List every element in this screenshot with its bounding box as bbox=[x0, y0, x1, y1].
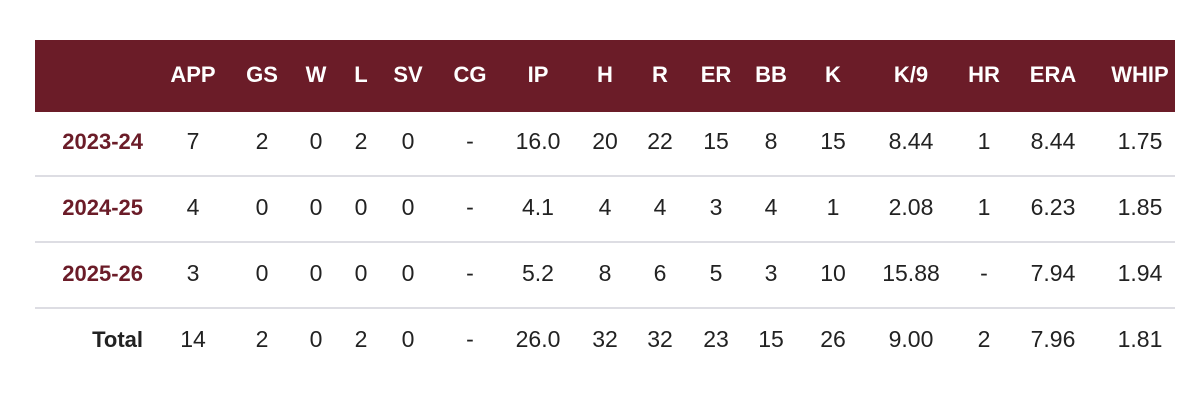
column-header: BB bbox=[755, 62, 787, 87]
column-header: HR bbox=[968, 62, 1000, 87]
table-cell: 1.75 bbox=[1118, 128, 1163, 154]
table-cell: 2 bbox=[355, 326, 368, 352]
table-cell: 1.94 bbox=[1118, 260, 1163, 286]
table-cell: 3 bbox=[187, 260, 200, 286]
column-header: CG bbox=[454, 62, 487, 87]
table-cell: - bbox=[466, 194, 474, 220]
table-cell: 3 bbox=[765, 260, 778, 286]
column-header: W bbox=[306, 62, 327, 87]
table-cell: 32 bbox=[592, 326, 618, 352]
header-band bbox=[35, 40, 1175, 112]
table-cell: 0 bbox=[256, 260, 269, 286]
table-cell: 8 bbox=[765, 128, 778, 154]
table-cell: 0 bbox=[256, 194, 269, 220]
table-cell: 2 bbox=[256, 128, 269, 154]
column-header: L bbox=[354, 62, 367, 87]
column-header: APP bbox=[170, 62, 215, 87]
column-header: H bbox=[597, 62, 613, 87]
table-cell: - bbox=[466, 326, 474, 352]
table-cell: 6 bbox=[654, 260, 667, 286]
table-cell: 6.23 bbox=[1031, 194, 1076, 220]
table-cell: 5.2 bbox=[522, 260, 554, 286]
table-cell: 20 bbox=[592, 128, 618, 154]
table-cell: 4.1 bbox=[522, 194, 554, 220]
table-cell: 1 bbox=[978, 128, 991, 154]
table-cell: 7.94 bbox=[1031, 260, 1076, 286]
table-cell: 4 bbox=[599, 194, 612, 220]
table-cell: - bbox=[466, 128, 474, 154]
table-cell: 0 bbox=[402, 194, 415, 220]
table-cell: 0 bbox=[355, 260, 368, 286]
table-cell: 4 bbox=[654, 194, 667, 220]
column-header: R bbox=[652, 62, 668, 87]
table-cell: 32 bbox=[647, 326, 673, 352]
row-label: Total bbox=[92, 327, 143, 352]
column-header: IP bbox=[528, 62, 549, 87]
table-cell: 26 bbox=[820, 326, 846, 352]
table-cell: 23 bbox=[703, 326, 729, 352]
table-cell: 7.96 bbox=[1031, 326, 1076, 352]
table-cell: 0 bbox=[310, 326, 323, 352]
table-cell: 1 bbox=[978, 194, 991, 220]
table-cell: 0 bbox=[355, 194, 368, 220]
row-label: 2023-24 bbox=[62, 129, 144, 154]
table-cell: 15 bbox=[758, 326, 784, 352]
table-cell: 22 bbox=[647, 128, 673, 154]
row-label: 2025-26 bbox=[62, 261, 143, 286]
table-cell: 14 bbox=[180, 326, 206, 352]
table-cell: 1 bbox=[827, 194, 840, 220]
table-cell: 3 bbox=[710, 194, 723, 220]
table-cell: 0 bbox=[310, 194, 323, 220]
column-header: K/9 bbox=[894, 62, 928, 87]
table-cell: 2 bbox=[355, 128, 368, 154]
column-header: ERA bbox=[1030, 62, 1077, 87]
table-cell: 8 bbox=[599, 260, 612, 286]
table-cell: 0 bbox=[402, 128, 415, 154]
table-cell: 0 bbox=[402, 326, 415, 352]
table-cell: 10 bbox=[820, 260, 846, 286]
table-cell: 4 bbox=[765, 194, 778, 220]
table-cell: 4 bbox=[187, 194, 200, 220]
column-header: K bbox=[825, 62, 841, 87]
table-cell: 1.81 bbox=[1118, 326, 1163, 352]
table-cell: 2.08 bbox=[889, 194, 934, 220]
column-header: GS bbox=[246, 62, 278, 87]
table-cell: 0 bbox=[310, 128, 323, 154]
table-cell: 1.85 bbox=[1118, 194, 1163, 220]
table-cell: 7 bbox=[187, 128, 200, 154]
column-header: SV bbox=[393, 62, 423, 87]
table-cell: 2 bbox=[978, 326, 991, 352]
table-cell: 26.0 bbox=[516, 326, 561, 352]
table-cell: 8.44 bbox=[1031, 128, 1076, 154]
column-header: WHIP bbox=[1111, 62, 1168, 87]
row-label: 2024-25 bbox=[62, 195, 143, 220]
table-cell: 2 bbox=[256, 326, 269, 352]
table-cell: 0 bbox=[402, 260, 415, 286]
table-cell: 5 bbox=[710, 260, 723, 286]
table-cell: 0 bbox=[310, 260, 323, 286]
column-header: ER bbox=[701, 62, 732, 87]
table-cell: 8.44 bbox=[889, 128, 934, 154]
table-cell: 16.0 bbox=[516, 128, 561, 154]
table-cell: 15 bbox=[820, 128, 846, 154]
table-cell: - bbox=[980, 260, 988, 286]
table-cell: 15.88 bbox=[882, 260, 940, 286]
table-cell: 9.00 bbox=[889, 326, 934, 352]
table-cell: - bbox=[466, 260, 474, 286]
table-cell: 15 bbox=[703, 128, 729, 154]
